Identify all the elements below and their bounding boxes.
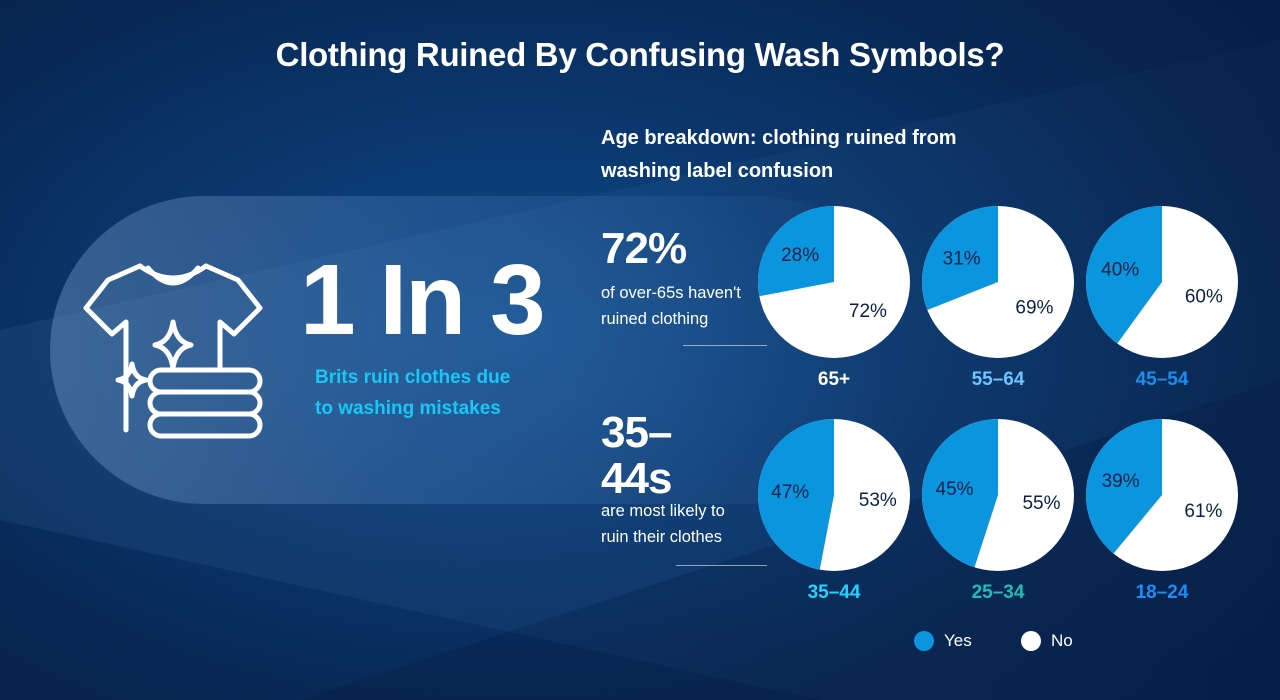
callout-value-over-65s: 72% xyxy=(601,224,687,273)
pie-slice-yes xyxy=(758,206,834,297)
callout-text-35-44s: are most likely to ruin their clothes xyxy=(601,502,725,546)
pie-chart-35-44: 47% 53% xyxy=(757,418,911,572)
headline-stat: 1 In 3 xyxy=(300,244,546,356)
pie-label-yes: 47% xyxy=(771,482,809,503)
callout-value-35-44s: 35–44s xyxy=(601,408,672,503)
age-label-45-54: 45–54 xyxy=(1135,369,1189,390)
pie-slice-yes xyxy=(1086,419,1162,554)
pie-slice-yes xyxy=(758,419,834,570)
pie-chart-55-64: 31% 69% xyxy=(921,205,1075,359)
pie-slice-yes xyxy=(922,419,998,568)
age-label-65plus: 65+ xyxy=(817,369,851,390)
chart-title: Age breakdown: clothing ruined from wash… xyxy=(601,127,957,182)
callout-leader-line xyxy=(676,565,767,566)
age-label-55-64: 55–64 xyxy=(971,369,1025,390)
legend-label-yes: Yes xyxy=(944,631,972,650)
shirt-sparkles-icon xyxy=(83,263,263,439)
callout-text-over-65s: of over-65s haven't ruined clothing xyxy=(601,284,741,328)
headline-caption: Brits ruin clothes due to washing mistak… xyxy=(315,367,511,419)
pie-chart-45-54: 40% 60% xyxy=(1085,205,1239,359)
pie-label-yes: 31% xyxy=(943,248,981,269)
pie-label-no: 72% xyxy=(849,301,887,322)
callout-leader-line xyxy=(683,345,767,346)
pie-label-no: 55% xyxy=(1022,493,1060,514)
pie-slice-yes xyxy=(922,206,998,310)
legend-swatch-no xyxy=(1021,631,1041,651)
pie-label-yes: 28% xyxy=(781,245,819,266)
age-label-25-34: 25–34 xyxy=(971,582,1025,603)
pie-label-yes: 45% xyxy=(936,479,974,500)
age-label-18-24: 18–24 xyxy=(1135,582,1189,603)
page-title: Clothing Ruined By Confusing Wash Symbol… xyxy=(275,36,1005,73)
pie-label-no: 53% xyxy=(859,490,897,511)
legend-label-no: No xyxy=(1051,631,1073,650)
pie-chart-65plus: 28% 72% xyxy=(757,205,911,359)
pie-chart-18-24: 39% 61% xyxy=(1085,418,1239,572)
pie-label-no: 69% xyxy=(1015,298,1053,319)
pie-chart-25-34: 45% 55% xyxy=(921,418,1075,572)
pie-label-yes: 39% xyxy=(1102,471,1140,492)
pie-label-yes: 40% xyxy=(1101,259,1139,280)
pie-label-no: 61% xyxy=(1184,501,1222,522)
pie-label-no: 60% xyxy=(1185,287,1223,308)
legend-swatch-yes xyxy=(914,631,934,651)
pie-slice-yes xyxy=(1086,206,1162,344)
age-label-35-44: 35–44 xyxy=(807,582,861,603)
